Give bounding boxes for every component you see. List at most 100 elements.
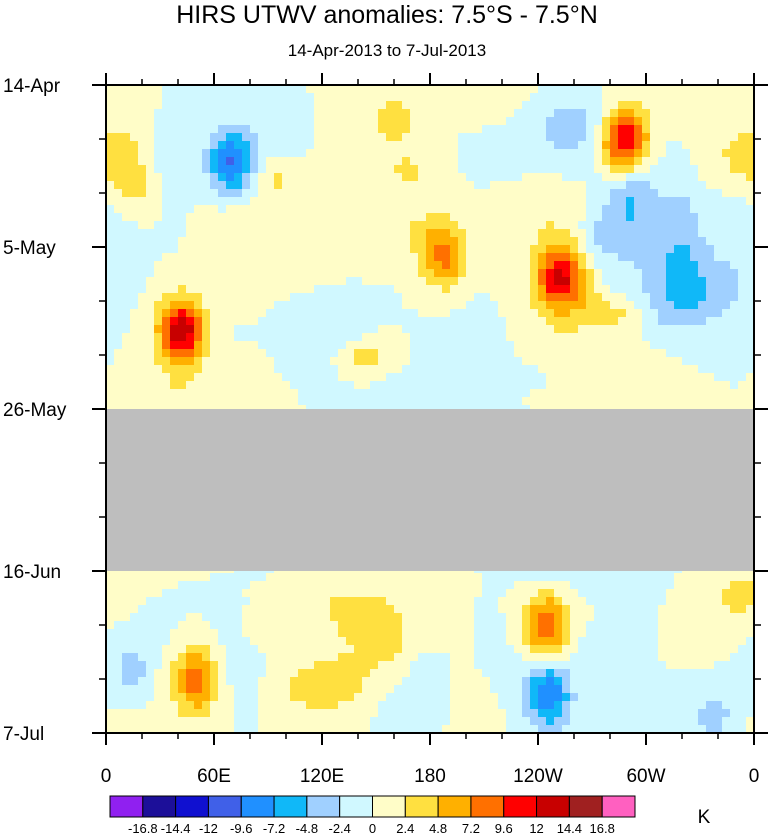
field-cell: [266, 85, 275, 94]
field-cell: [138, 125, 147, 134]
field-cell: [122, 333, 131, 342]
field-cell: [194, 301, 203, 310]
field-cell: [746, 189, 754, 198]
field-cell: [202, 397, 211, 406]
field-cell: [434, 381, 443, 390]
field-cell: [546, 389, 555, 398]
field-cell: [210, 317, 219, 326]
field-cell: [626, 133, 635, 142]
field-cell: [418, 85, 427, 94]
field-cell: [618, 125, 627, 134]
field-cell: [386, 141, 395, 150]
field-cell: [530, 325, 539, 334]
field-cell: [530, 229, 539, 238]
field-cell: [474, 205, 483, 214]
field-cell: [362, 389, 371, 398]
field-cell: [146, 189, 155, 198]
field-cell: [450, 125, 459, 134]
field-cell: [634, 277, 643, 286]
field-cell: [642, 293, 651, 302]
field-cell: [578, 333, 587, 342]
field-cell: [434, 333, 443, 342]
field-cell: [498, 125, 507, 134]
field-cell: [154, 181, 163, 190]
field-cell: [154, 333, 163, 342]
field-cell: [306, 189, 315, 198]
field-cell: [378, 181, 387, 190]
field-cell: [186, 373, 195, 382]
field-cell: [378, 93, 387, 102]
field-cell: [410, 237, 419, 246]
field-cell: [698, 189, 707, 198]
field-cell: [498, 301, 507, 310]
field-cell: [170, 205, 179, 214]
field-cell: [170, 389, 179, 398]
field-cell: [282, 381, 291, 390]
field-cell: [714, 333, 723, 342]
field-cell: [370, 245, 379, 254]
field-cell: [490, 325, 499, 334]
field-cell: [226, 269, 235, 278]
field-cell: [594, 93, 603, 102]
field-cell: [130, 245, 139, 254]
field-cell: [186, 573, 195, 582]
field-cell: [290, 237, 299, 246]
field-cell: [506, 125, 515, 134]
field-cell: [394, 237, 403, 246]
field-cell: [290, 117, 299, 126]
field-cell: [146, 117, 155, 126]
field-cell: [234, 309, 243, 318]
field-cell: [658, 373, 667, 382]
field-cell: [602, 293, 611, 302]
field-cell: [290, 133, 299, 142]
field-cell: [146, 213, 155, 222]
field-cell: [466, 397, 475, 406]
field-cell: [290, 253, 299, 262]
field-cell: [602, 285, 611, 294]
field-cell: [586, 245, 595, 254]
field-cell: [650, 229, 659, 238]
field-cell: [458, 101, 467, 110]
field-cell: [418, 317, 427, 326]
field-cell: [122, 309, 131, 318]
field-cell: [130, 325, 139, 334]
field-cell: [370, 269, 379, 278]
field-cell: [738, 373, 747, 382]
field-cell: [450, 149, 459, 158]
field-cell: [154, 261, 163, 270]
field-cell: [186, 117, 195, 126]
field-cell: [690, 325, 699, 334]
field-cell: [554, 229, 563, 238]
field-cell: [370, 157, 379, 166]
field-cell: [218, 381, 227, 390]
field-cell: [274, 125, 283, 134]
field-cell: [346, 397, 355, 406]
field-cell: [154, 397, 163, 406]
field-cell: [450, 333, 459, 342]
field-cell: [274, 333, 283, 342]
field-cell: [170, 349, 179, 358]
field-cell: [690, 181, 699, 190]
field-cell: [442, 245, 451, 254]
field-cell: [730, 189, 739, 198]
field-cell: [250, 221, 259, 230]
field-cell: [426, 397, 435, 406]
field-cell: [146, 173, 155, 182]
field-cell: [690, 301, 699, 310]
field-cell: [442, 277, 451, 286]
field-cell: [634, 309, 643, 318]
field-cell: [394, 213, 403, 222]
field-cell: [594, 165, 603, 174]
field-cell: [226, 189, 235, 198]
field-cell: [426, 293, 435, 302]
field-cell: [410, 229, 419, 238]
field-cell: [106, 333, 115, 342]
field-cell: [298, 117, 307, 126]
field-cell: [490, 573, 499, 582]
field-cell: [146, 389, 155, 398]
field-cell: [578, 157, 587, 166]
field-cell: [154, 213, 163, 222]
field-cell: [282, 277, 291, 286]
field-cell: [370, 293, 379, 302]
field-cell: [554, 109, 563, 118]
